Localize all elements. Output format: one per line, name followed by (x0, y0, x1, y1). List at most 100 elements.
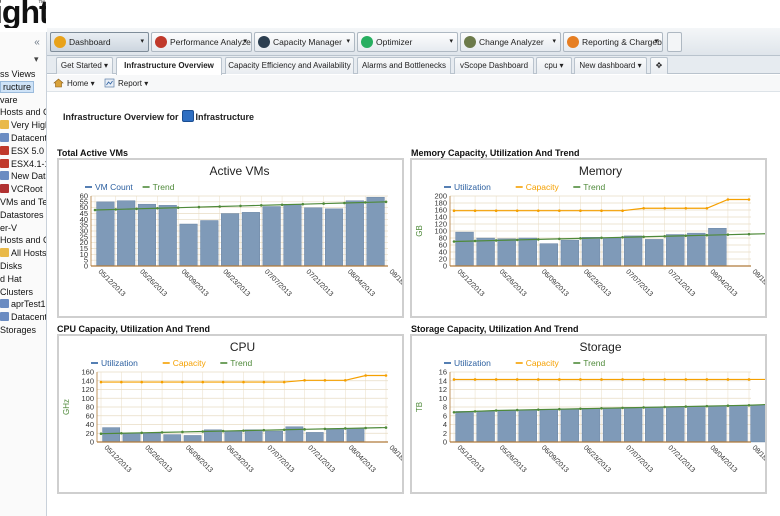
sidebar-tree-item[interactable]: ss Views (0, 68, 46, 81)
y-tick-label: 80 (86, 403, 94, 412)
y-tick-label: 45 (80, 209, 88, 218)
bar (305, 432, 324, 443)
x-tick-label: 05/26/2013 (143, 444, 173, 474)
y-tick-label: 0 (443, 262, 447, 271)
y-tick-label: 40 (80, 215, 88, 224)
capacity-point (684, 206, 688, 210)
tab-capacity-efficiency-and-availability[interactable]: Capacity Efficiency and Availability (225, 57, 354, 74)
x-tick-label: 07/07/2013 (624, 268, 654, 298)
dropdown-arrow-icon[interactable]: ▾ (140, 38, 144, 45)
sidebar-tree-item[interactable]: Hosts and C (0, 106, 46, 119)
capacity-point (221, 380, 225, 384)
datacenter-icon (0, 312, 9, 322)
dropdown-arrow-icon[interactable]: ▾ (449, 38, 453, 45)
sidebar-tree-item[interactable]: All Hosts (0, 247, 46, 260)
capacity-point (558, 378, 561, 381)
capacity-module-button[interactable]: Capacity Manager ▾ (254, 32, 355, 52)
capacity-point (558, 209, 561, 212)
dropdown-arrow-icon[interactable]: ▾ (346, 38, 350, 45)
trend-point (282, 428, 286, 432)
sidebar-tree-item[interactable]: Storages (0, 324, 46, 337)
y-tick-label: 120 (434, 220, 447, 229)
sidebar-tree-item[interactable]: Disks (0, 260, 46, 273)
dropdown-arrow-icon[interactable]: ▾ (552, 38, 556, 45)
datacenter-icon (0, 132, 9, 142)
sidebar-tree-item[interactable]: New Data (0, 170, 46, 183)
sidebar-tree-item[interactable]: vare (0, 94, 46, 107)
toolbar-extra-button[interactable] (667, 32, 682, 52)
sidebar-tree-item[interactable]: Datastores (0, 209, 46, 222)
double-chevron-left-icon[interactable]: « (34, 37, 40, 48)
tab-label: cpu (544, 61, 558, 70)
trend-point (201, 430, 205, 433)
tab-cpu[interactable]: cpu ▾ (536, 57, 572, 74)
sidebar-tree-item[interactable]: ESX 5.0 (0, 145, 46, 158)
tab-dropdown-icon[interactable]: ▾ (557, 61, 564, 70)
bar (708, 405, 727, 443)
capacity-point (621, 378, 624, 381)
tab-alarms-and-bottlenecks[interactable]: Alarms and Bottlenecks (357, 57, 451, 74)
trend-point (726, 404, 730, 407)
dropdown-arrow-icon[interactable]: ▾ (654, 38, 658, 45)
sidebar-tree-label: Hosts and C (0, 235, 47, 246)
y-tick-label: 0 (84, 262, 88, 271)
sidebar-tree-item[interactable]: Very High (0, 119, 46, 132)
reporting-module-button[interactable]: Reporting & Chargeback▾ (563, 32, 663, 52)
bar (183, 435, 202, 443)
sidebar-tree-item[interactable]: er-V (0, 222, 46, 235)
trend-point (642, 235, 645, 239)
sidebar-tree-item[interactable]: Hosts and C (0, 234, 47, 247)
dropdown-arrow-icon[interactable]: ▾ (243, 38, 247, 45)
sidebar-tree-item[interactable]: VCRoot (0, 183, 46, 196)
sidebar-tree-item[interactable]: Datacente (0, 132, 46, 145)
bar (122, 433, 141, 443)
sidebar-tree-item[interactable]: VMs and Ten (0, 196, 46, 209)
sidebar-tree-label: ESX4.1-1 (11, 158, 47, 169)
sidebar-tree-label: ESX 5.0 (11, 145, 45, 156)
sidebar-tree-item[interactable]: aprTest1 (0, 298, 46, 311)
capacity-point (99, 380, 103, 384)
capacity-point (262, 380, 266, 384)
app-logo: ight ™ (0, 0, 46, 28)
home-button[interactable]: Home ▾ (53, 77, 95, 90)
tab-new-dashboard[interactable]: New dashboard ▾ (574, 57, 647, 74)
sidebar-tree-item[interactable]: Clusters (0, 286, 46, 299)
sidebar-tree-item[interactable]: d Hat (0, 273, 46, 286)
tab-get-started[interactable]: Get Started ▾ (56, 57, 113, 74)
trend-point (621, 406, 624, 410)
sidebar-tree-item[interactable]: ESX4.1-1 (0, 158, 47, 171)
x-tick-label: 05/26/2013 (498, 268, 528, 298)
trend-point (242, 429, 245, 432)
active-vms-chart: Active VMs VM Count Trend 05101520253035404… (80, 164, 402, 298)
report-button[interactable]: Report ▾ (104, 77, 148, 90)
tab-vscope-dashboard[interactable]: vScope Dashboard (454, 57, 534, 74)
dashboard-module-button[interactable]: Dashboard ▾ (50, 32, 149, 52)
sidebar-tree-label: Storages (0, 324, 37, 335)
capacity-point (181, 380, 184, 384)
bar (666, 234, 685, 267)
trend-point (452, 410, 456, 414)
capacity-point (140, 380, 144, 384)
tab-label: Alarms and Bottlenecks (361, 61, 447, 70)
sidebar-tree-item[interactable]: Datacente (0, 311, 46, 324)
sidebar-tree-label: ructure (0, 80, 35, 93)
sidebar-tree-item[interactable]: ructure (0, 80, 46, 94)
tab-dropdown-icon[interactable]: ▾ (635, 61, 642, 70)
vc-icon (0, 184, 9, 194)
module-label: Change Analyzer (479, 37, 544, 47)
tab-label: Get Started (60, 61, 102, 70)
tab-dropdown-icon[interactable]: ▾ (101, 61, 109, 70)
bar (326, 429, 344, 443)
capacity-point (494, 378, 498, 381)
tab-infrastructure-overview[interactable]: Infrastructure Overview (116, 57, 222, 75)
optimizer-module-button[interactable]: Optimizer ▾ (357, 32, 458, 52)
trend-point (343, 427, 347, 430)
tree-list: ss Views ructure vare Hosts and C Very High D… (0, 68, 47, 337)
performance-module-button[interactable]: Performance Analyzer ▾ (151, 32, 252, 52)
capacity-point (473, 209, 477, 212)
chevron-down-icon[interactable]: ▾ (34, 54, 39, 64)
add-tab-icon[interactable]: ✥ (650, 57, 668, 74)
y-tick-label: 100 (434, 227, 447, 236)
change-module-button[interactable]: Change Analyzer ▾ (460, 32, 561, 52)
